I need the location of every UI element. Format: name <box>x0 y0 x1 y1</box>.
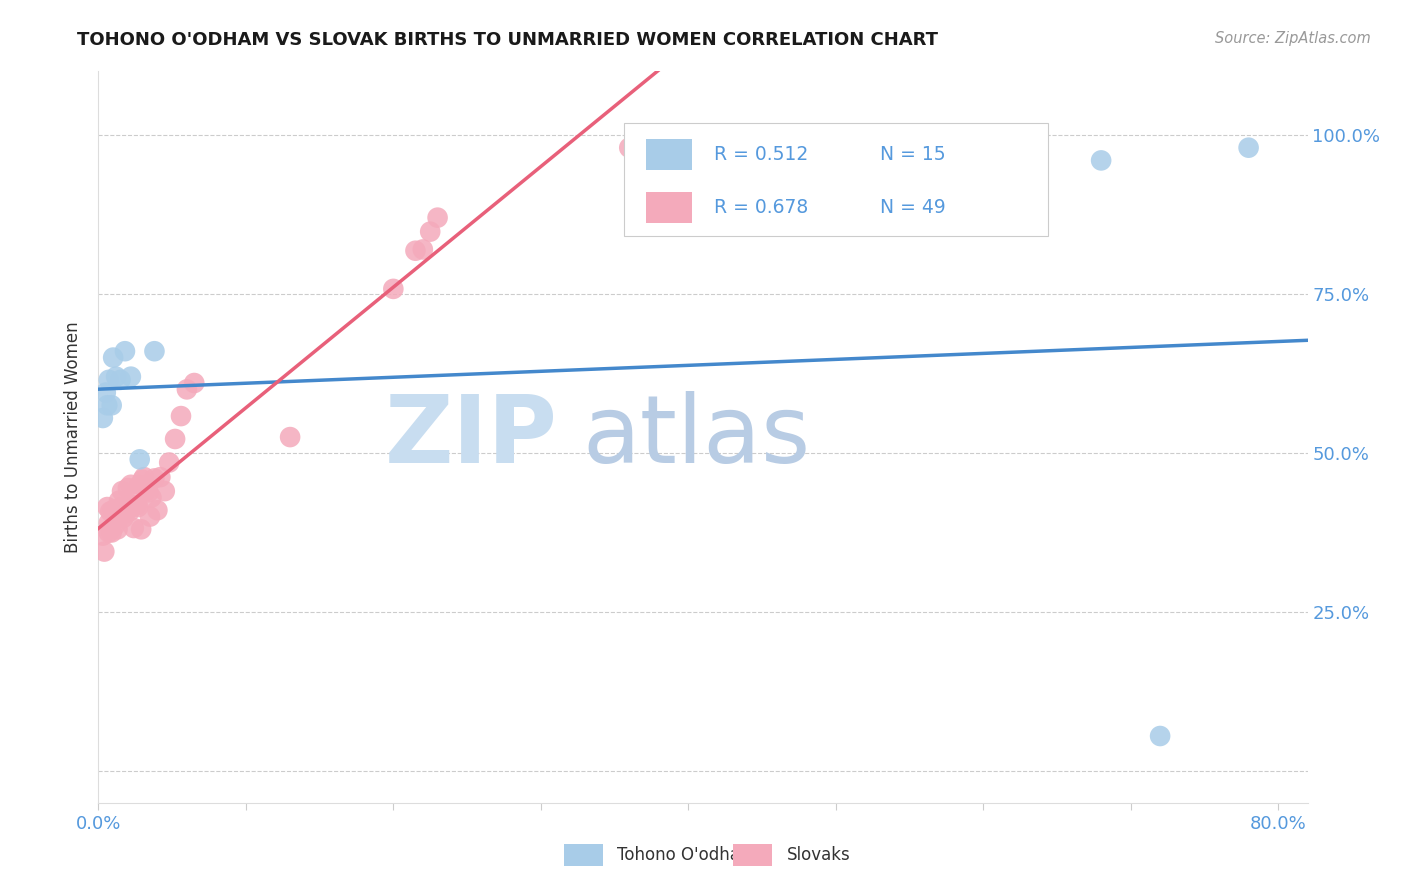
Point <box>121 498 143 512</box>
Point <box>96 500 118 514</box>
Point <box>108 493 131 508</box>
Point <box>143 344 166 359</box>
Point <box>139 509 162 524</box>
Point <box>125 498 148 512</box>
Point <box>122 521 145 535</box>
Point <box>412 243 434 257</box>
Point <box>419 225 441 239</box>
Text: Source: ZipAtlas.com: Source: ZipAtlas.com <box>1215 31 1371 46</box>
Y-axis label: Births to Unmarried Women: Births to Unmarried Women <box>65 321 83 553</box>
Point <box>141 491 163 505</box>
Point <box>104 519 127 533</box>
Point <box>170 409 193 423</box>
Point <box>94 385 117 400</box>
Point <box>115 504 138 518</box>
Point <box>117 481 139 495</box>
Point <box>426 211 449 225</box>
Point <box>128 452 150 467</box>
Point <box>382 282 405 296</box>
Point <box>101 503 124 517</box>
Point <box>1237 141 1260 155</box>
Point <box>157 456 180 470</box>
Point <box>110 500 132 514</box>
Point <box>124 498 146 512</box>
Text: TOHONO O'ODHAM VS SLOVAK BIRTHS TO UNMARRIED WOMEN CORRELATION CHART: TOHONO O'ODHAM VS SLOVAK BIRTHS TO UNMAR… <box>77 31 938 49</box>
Point <box>129 522 152 536</box>
Text: R = 0.512: R = 0.512 <box>714 145 808 164</box>
Point <box>134 470 156 484</box>
Bar <box>734 845 772 866</box>
Point <box>131 473 153 487</box>
Point <box>1090 153 1112 168</box>
Point <box>91 529 114 543</box>
Point <box>105 503 128 517</box>
Point <box>278 430 301 444</box>
Point <box>100 398 122 412</box>
Point <box>91 411 114 425</box>
Bar <box>564 845 603 866</box>
Point <box>120 477 142 491</box>
Text: R = 0.678: R = 0.678 <box>714 198 808 217</box>
Point <box>97 525 120 540</box>
Bar <box>647 139 692 169</box>
Point <box>105 369 128 384</box>
Point <box>183 376 205 390</box>
Point <box>112 511 135 525</box>
Text: ZIP: ZIP <box>385 391 558 483</box>
Point <box>176 383 198 397</box>
Point <box>100 525 122 540</box>
Text: Tohono O'odham: Tohono O'odham <box>617 847 756 864</box>
Point <box>404 244 426 258</box>
Point <box>128 477 150 491</box>
Text: N = 15: N = 15 <box>880 145 945 164</box>
Point <box>1149 729 1171 743</box>
Text: atlas: atlas <box>582 391 810 483</box>
Point <box>619 141 641 155</box>
Point <box>96 398 118 412</box>
Point <box>101 351 124 365</box>
Text: N = 49: N = 49 <box>880 198 945 217</box>
Point <box>135 484 157 499</box>
Point <box>153 484 176 499</box>
Point <box>118 504 141 518</box>
Point <box>107 522 129 536</box>
Point <box>110 373 132 387</box>
Text: Slovaks: Slovaks <box>786 847 851 864</box>
Point <box>165 432 187 446</box>
Point <box>97 373 120 387</box>
Point <box>93 544 115 558</box>
Point <box>138 485 160 500</box>
Point <box>120 369 142 384</box>
Point <box>146 503 169 517</box>
FancyBboxPatch shape <box>624 122 1047 235</box>
Bar <box>647 193 692 223</box>
Point <box>114 507 136 521</box>
Point <box>111 484 134 499</box>
Point <box>143 471 166 485</box>
Point <box>98 504 121 518</box>
Point <box>149 470 172 484</box>
Point <box>114 344 136 359</box>
Point <box>127 500 149 514</box>
Point <box>97 516 120 530</box>
